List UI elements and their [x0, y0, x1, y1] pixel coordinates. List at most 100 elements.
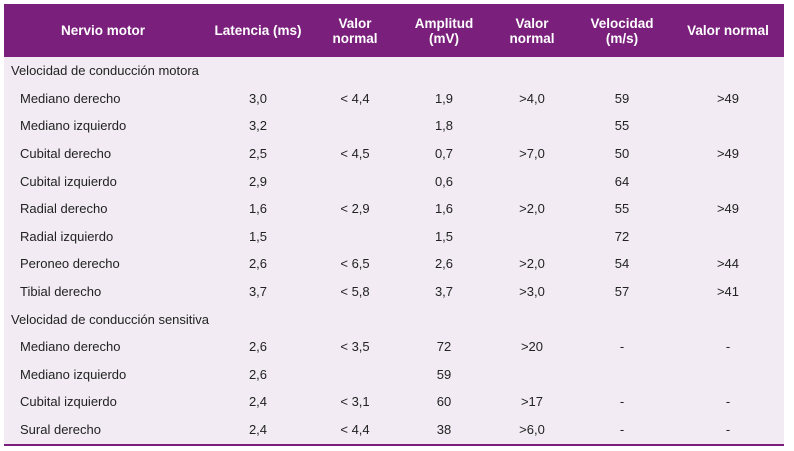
header-latencia: Latencia (ms) [214, 23, 302, 38]
cell-amplitud: 0,7 [434, 146, 454, 162]
cell-velocidad [572, 361, 672, 389]
cell-nerve-name: Mediano derecho [20, 90, 121, 106]
cell-valor-normal-amplitud: >17 [520, 394, 544, 410]
cell-valor-normal-latencia [314, 167, 396, 195]
cell-nerve-name: Cubital derecho [20, 146, 112, 162]
cell-amplitud: 0,6 [434, 173, 454, 189]
table-row: Radial derecho 1,6 < 2,9 1,6 >2,0 55 >49 [4, 195, 784, 223]
cell-velocidad: 55 [614, 118, 630, 134]
cell-valor-normal-velocidad [672, 112, 784, 140]
cell-valor-normal-velocidad: >41 [716, 284, 740, 300]
cell-valor-normal-velocidad: >49 [716, 146, 740, 162]
cell-valor-normal-amplitud: >2,0 [519, 256, 545, 272]
cell-nerve-name: Sural derecho [20, 422, 101, 438]
nerve-conduction-table: Nervio motor Latencia (ms) Valor normal … [4, 4, 784, 443]
cell-amplitud: 60 [436, 394, 452, 410]
cell-valor-normal-velocidad: >49 [716, 201, 740, 217]
cell-valor-normal-velocidad: >44 [716, 256, 740, 272]
cell-valor-normal-amplitud: >6,0 [519, 422, 545, 438]
section-title: Velocidad de conducción sensitiva [11, 311, 210, 327]
cell-nerve-name: Mediano derecho [20, 339, 121, 355]
cell-valor-normal-velocidad [672, 167, 784, 195]
cell-velocidad: - [619, 422, 625, 438]
cell-velocidad: 54 [614, 256, 630, 272]
header-valor-normal-latencia: Valor normal [332, 15, 378, 46]
table-row: Cubital izquierdo 2,4 < 3,1 60 >17 - - [4, 388, 784, 416]
cell-valor-normal-amplitud: >2,0 [519, 201, 545, 217]
cell-valor-normal-latencia: < 4,5 [340, 146, 370, 162]
cell-amplitud: 3,7 [434, 284, 454, 300]
cell-nerve-name: Radial derecho [20, 201, 108, 217]
section-title: Velocidad de conducción motora [11, 63, 199, 79]
table-row: Mediano izquierdo 2,6 59 [4, 361, 784, 389]
cell-valor-normal-velocidad [672, 361, 784, 389]
cell-valor-normal-latencia [314, 112, 396, 140]
cell-latencia: 3,7 [248, 284, 268, 300]
cell-valor-normal-latencia: < 3,1 [340, 394, 370, 410]
cell-amplitud: 59 [436, 366, 452, 382]
cell-latencia: 1,5 [248, 228, 268, 244]
cell-valor-normal-latencia [314, 223, 396, 251]
table-row: Tibial derecho 3,7 < 5,8 3,7 >3,0 57 >41 [4, 278, 784, 306]
nerve-conduction-table-panel: Nervio motor Latencia (ms) Valor normal … [4, 4, 784, 446]
table-row: Cubital derecho 2,5 < 4,5 0,7 >7,0 50 >49 [4, 140, 784, 168]
cell-amplitud: 72 [436, 339, 452, 355]
cell-velocidad: 72 [614, 228, 630, 244]
cell-velocidad: 50 [614, 146, 630, 162]
cell-valor-normal-latencia [314, 361, 396, 389]
table-row: Peroneo derecho 2,6 < 6,5 2,6 >2,0 54 >44 [4, 250, 784, 278]
cell-latencia: 1,6 [248, 201, 268, 217]
cell-valor-normal-amplitud: >4,0 [519, 90, 545, 106]
cell-nerve-name: Tibial derecho [20, 284, 102, 300]
header-amplitud: Amplitud (mV) [414, 15, 474, 46]
cell-amplitud: 1,6 [434, 201, 454, 217]
cell-velocidad: - [619, 339, 625, 355]
cell-amplitud: 38 [436, 422, 452, 438]
header-velocidad: Velocidad (m/s) [590, 15, 654, 46]
table-row: Mediano derecho 3,0 < 4,4 1,9 >4,0 59 >49 [4, 85, 784, 113]
table-row: Cubital izquierdo 2,9 0,6 64 [4, 167, 784, 195]
cell-valor-normal-amplitud: >3,0 [519, 284, 545, 300]
cell-nerve-name: Cubital izquierdo [20, 173, 117, 189]
table-row: Mediano derecho 2,6 < 3,5 72 >20 - - [4, 333, 784, 361]
table-row: Sural derecho 2,4 < 4,4 38 >6,0 - - [4, 416, 784, 444]
cell-latencia: 2,4 [248, 394, 268, 410]
cell-velocidad: 59 [614, 90, 630, 106]
cell-latencia: 2,6 [248, 256, 268, 272]
cell-valor-normal-amplitud [492, 112, 572, 140]
cell-valor-normal-velocidad: - [725, 394, 731, 410]
cell-nerve-name: Mediano izquierdo [20, 118, 127, 134]
cell-latencia: 2,9 [248, 173, 268, 189]
cell-amplitud: 2,6 [434, 256, 454, 272]
cell-valor-normal-amplitud: >7,0 [519, 146, 545, 162]
cell-valor-normal-latencia: < 2,9 [340, 201, 370, 217]
cell-amplitud: 1,8 [434, 118, 454, 134]
cell-valor-normal-latencia: < 4,4 [340, 422, 370, 438]
cell-nerve-name: Radial izquierdo [20, 228, 114, 244]
cell-latencia: 2,6 [248, 366, 268, 382]
header-nervio-motor: Nervio motor [60, 23, 145, 38]
cell-nerve-name: Peroneo derecho [20, 256, 120, 272]
table-row: Radial izquierdo 1,5 1,5 72 [4, 223, 784, 251]
cell-velocidad: - [619, 394, 625, 410]
table-row: Mediano izquierdo 3,2 1,8 55 [4, 112, 784, 140]
section-row: Velocidad de conducción sensitiva [4, 305, 784, 333]
cell-valor-normal-amplitud [492, 361, 572, 389]
cell-amplitud: 1,9 [434, 90, 454, 106]
cell-velocidad: 55 [614, 201, 630, 217]
cell-valor-normal-latencia: < 3,5 [340, 339, 370, 355]
cell-valor-normal-velocidad [672, 223, 784, 251]
cell-latencia: 3,0 [248, 90, 268, 106]
cell-latencia: 3,2 [248, 118, 268, 134]
header-valor-normal-velocidad: Valor normal [687, 23, 769, 38]
cell-valor-normal-velocidad: - [725, 339, 731, 355]
header-valor-normal-amplitud: Valor normal [509, 15, 555, 46]
cell-amplitud: 1,5 [434, 228, 454, 244]
cell-valor-normal-latencia: < 4,4 [340, 90, 370, 106]
cell-nerve-name: Mediano izquierdo [20, 366, 127, 382]
cell-valor-normal-latencia: < 6,5 [340, 256, 370, 272]
cell-valor-normal-amplitud [492, 223, 572, 251]
cell-latencia: 2,4 [248, 422, 268, 438]
section-row: Velocidad de conducción motora [4, 57, 784, 85]
cell-valor-normal-amplitud [492, 167, 572, 195]
